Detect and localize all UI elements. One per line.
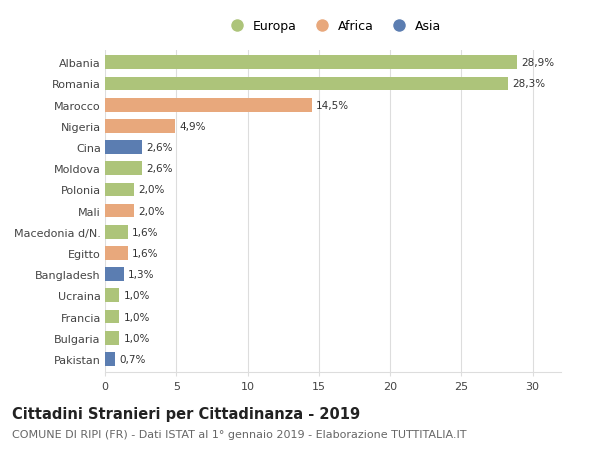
Bar (105, 310, 119, 324)
Text: 28,3%: 28,3% (512, 79, 545, 90)
Text: 2,6%: 2,6% (146, 143, 173, 153)
Bar (105, 120, 175, 134)
Bar (105, 56, 517, 70)
Text: 1,6%: 1,6% (132, 227, 158, 237)
Text: 1,0%: 1,0% (124, 312, 150, 322)
Text: 2,0%: 2,0% (138, 185, 164, 195)
Legend: Europa, Africa, Asia: Europa, Africa, Asia (220, 15, 446, 38)
Text: 1,6%: 1,6% (132, 248, 158, 258)
Bar (105, 246, 128, 260)
Text: 2,0%: 2,0% (138, 206, 164, 216)
Bar (105, 268, 124, 281)
Text: 2,6%: 2,6% (146, 164, 173, 174)
Bar (105, 204, 133, 218)
Bar (105, 99, 311, 112)
Text: 0,7%: 0,7% (119, 354, 146, 364)
Bar (105, 352, 115, 366)
Text: 1,3%: 1,3% (128, 269, 154, 280)
Text: 1,0%: 1,0% (124, 291, 150, 301)
Bar (105, 183, 133, 197)
Bar (105, 225, 128, 239)
Text: 14,5%: 14,5% (316, 101, 349, 111)
Text: COMUNE DI RIPI (FR) - Dati ISTAT al 1° gennaio 2019 - Elaborazione TUTTITALIA.IT: COMUNE DI RIPI (FR) - Dati ISTAT al 1° g… (12, 429, 467, 439)
Bar (105, 78, 508, 91)
Bar (105, 289, 119, 302)
Text: 4,9%: 4,9% (179, 122, 206, 132)
Bar (105, 331, 119, 345)
Text: 28,9%: 28,9% (521, 58, 554, 68)
Text: Cittadini Stranieri per Cittadinanza - 2019: Cittadini Stranieri per Cittadinanza - 2… (12, 406, 360, 421)
Bar (105, 141, 142, 155)
Bar (105, 162, 142, 176)
Text: 1,0%: 1,0% (124, 333, 150, 343)
